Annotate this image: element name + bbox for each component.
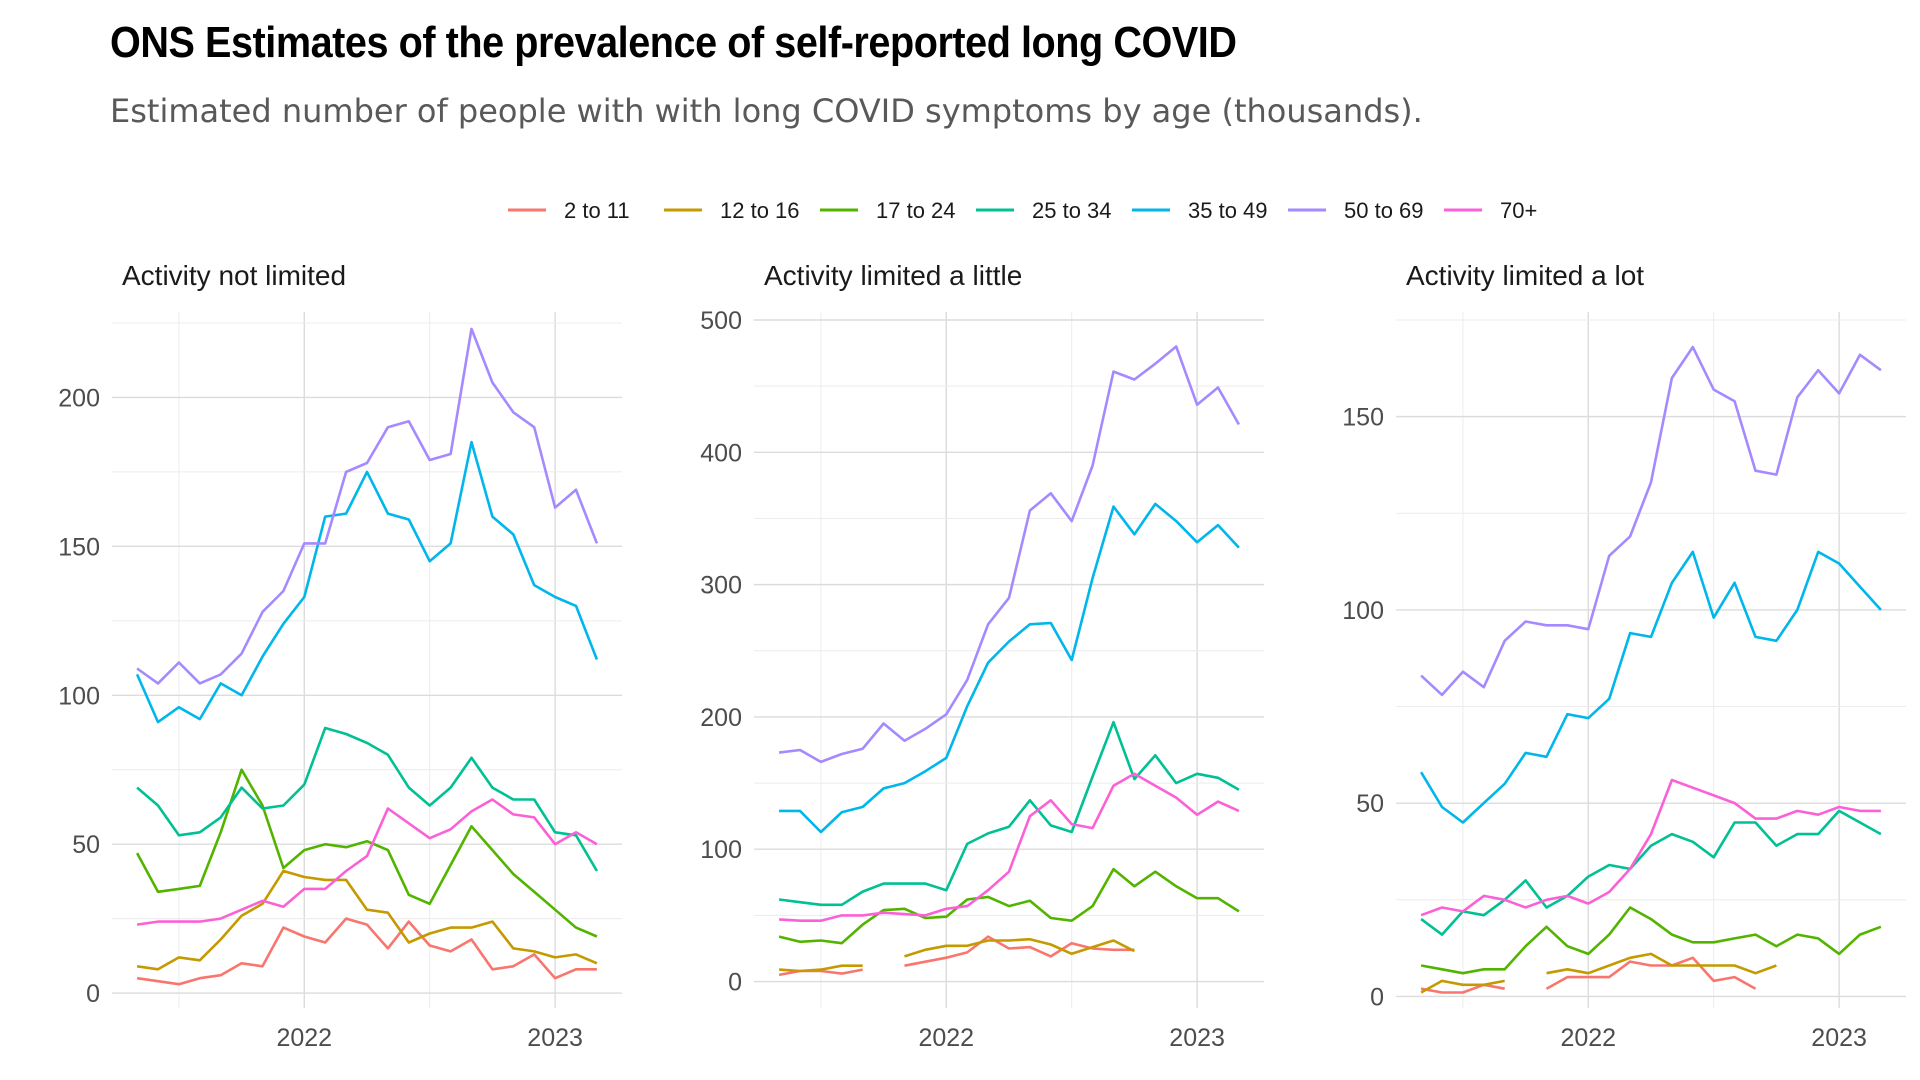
y-tick-label: 100: [58, 682, 100, 710]
panel-title: Activity not limited: [122, 260, 346, 291]
series-line: [136, 798, 598, 926]
series-70: [136, 798, 598, 926]
x-tick-label: 2023: [527, 1024, 583, 1052]
legend-label: 12 to 16: [720, 198, 800, 223]
x-tick-label: 2023: [1811, 1024, 1867, 1052]
series-line: [779, 772, 1240, 922]
legend-label: 70+: [1500, 198, 1537, 223]
y-tick-label: 400: [700, 439, 742, 467]
series-line: [1545, 956, 1757, 990]
series-line: [1420, 983, 1505, 994]
legend-item-35-to-49: 35 to 49: [1132, 198, 1268, 223]
y-tick-label: 50: [72, 831, 100, 859]
series-line: [1420, 778, 1881, 917]
legend-label: 35 to 49: [1188, 198, 1268, 223]
series-line: [136, 726, 599, 872]
series-line: [1546, 952, 1777, 975]
panel-activity-limited-a-little: 0 100 200 300 400 500 2022 2023 Activity limited…: [700, 260, 1264, 1052]
series-line: [1420, 809, 1882, 936]
x-tick-label: 2022: [276, 1024, 332, 1052]
legend-item-12-to-16: 12 to 16: [664, 198, 800, 223]
series-17-to-24: [778, 867, 1240, 945]
chart-title: ONS Estimates of the prevalence of self-…: [110, 18, 1237, 67]
y-tick-label: 500: [700, 307, 742, 335]
x-tick-label: 2022: [1560, 1024, 1616, 1052]
series-17-to-24: [1420, 906, 1882, 975]
series-25-to-34: [778, 720, 1240, 907]
panel-title: Activity limited a lot: [1406, 260, 1644, 291]
series-35-to-49: [779, 502, 1240, 834]
series-line: [136, 869, 598, 971]
series-50-to-69: [1420, 345, 1882, 697]
y-tick-label: 150: [58, 533, 100, 561]
panel-activity-limited-a-lot: 0 50 100 150 2022 2023 Activity limited a lot: [1342, 260, 1906, 1052]
series-line: [778, 720, 1240, 907]
series-line: [1420, 979, 1505, 994]
series-line: [1420, 906, 1882, 975]
y-tick-label: 200: [700, 704, 742, 732]
legend-item-25-to-34: 25 to 34: [976, 198, 1112, 223]
legend-item-2-to-11: 2 to 11: [508, 198, 630, 223]
series-25-to-34: [1420, 809, 1882, 936]
panels: 0 50 100 150 200 2022 2023 Activity not limited…: [58, 260, 1906, 1052]
series-35-to-49: [1419, 550, 1882, 824]
series-35-to-49: [135, 440, 599, 724]
series-line: [1419, 550, 1882, 824]
series-line: [904, 935, 1135, 967]
legend-item-70: 70+: [1444, 198, 1537, 223]
series-12-to-16: [1420, 952, 1777, 994]
series-25-to-34: [136, 726, 599, 872]
legend-label: 2 to 11: [564, 198, 630, 223]
y-tick-label: 0: [86, 980, 100, 1008]
legend-label: 17 to 24: [876, 198, 956, 223]
legend-label: 50 to 69: [1344, 198, 1424, 223]
legend-item-17-to-24: 17 to 24: [820, 198, 956, 223]
y-tick-label: 0: [728, 969, 742, 997]
series-2-to-11: [1420, 956, 1757, 994]
chart-subtitle: Estimated number of people with with lon…: [110, 92, 1423, 130]
series-line: [778, 867, 1240, 945]
series-line: [778, 345, 1241, 764]
y-tick-label: 0: [1370, 983, 1384, 1011]
series-50-to-69: [778, 345, 1241, 764]
series-line: [136, 917, 597, 986]
series-2-to-11: [778, 935, 1135, 977]
x-tick-label: 2022: [918, 1024, 974, 1052]
y-tick-label: 300: [700, 572, 742, 600]
series-70: [1420, 778, 1881, 917]
legend: 2 to 11 12 to 16 17 to 24 25 to 34 35 to 49 5…: [508, 198, 1537, 223]
series-50-to-69: [136, 327, 599, 685]
y-tick-label: 100: [700, 836, 742, 864]
series-line: [779, 964, 863, 973]
y-tick-label: 50: [1356, 790, 1384, 818]
series-17-to-24: [135, 768, 598, 938]
panel-title: Activity limited a little: [764, 260, 1022, 291]
series-line: [136, 327, 599, 685]
series-line: [135, 768, 598, 938]
series-line: [779, 502, 1240, 834]
series-12-to-16: [136, 869, 598, 971]
series-line: [778, 968, 863, 977]
series-line: [904, 937, 1135, 958]
y-tick-label: 100: [1342, 597, 1384, 625]
series-70: [779, 772, 1240, 922]
series-12-to-16: [779, 937, 1135, 973]
panel-activity-not-limited: 0 50 100 150 200 2022 2023 Activity not limited: [58, 260, 622, 1052]
legend-label: 25 to 34: [1032, 198, 1112, 223]
series-line: [1420, 345, 1882, 697]
legend-item-50-to-69: 50 to 69: [1288, 198, 1424, 223]
x-tick-label: 2023: [1169, 1024, 1225, 1052]
y-tick-label: 200: [58, 384, 100, 412]
y-tick-label: 150: [1342, 404, 1384, 432]
series-line: [135, 440, 599, 724]
series-2-to-11: [136, 917, 597, 986]
